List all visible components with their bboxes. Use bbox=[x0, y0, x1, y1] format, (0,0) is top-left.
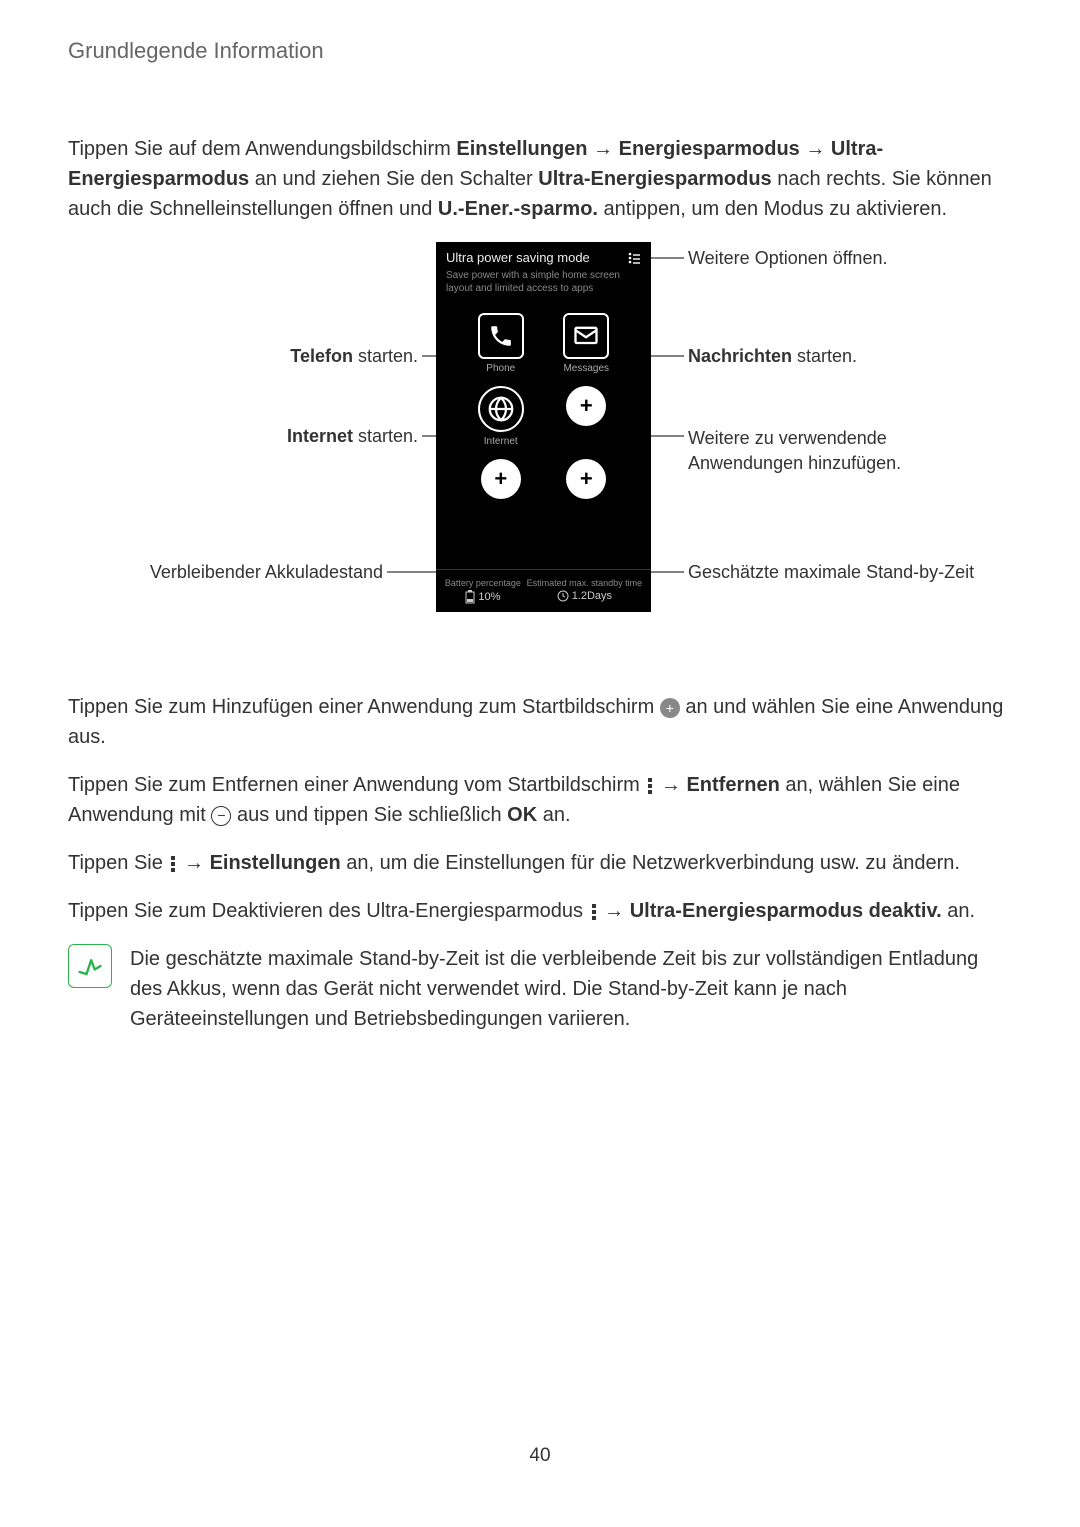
callout-add-apps: Weitere zu verwendende Anwendungen hinzu… bbox=[688, 426, 901, 476]
arrow: → bbox=[178, 852, 209, 874]
battery-percentage-label: Battery percentage bbox=[445, 578, 521, 588]
text: Tippen Sie zum Deaktivieren des Ultra-En… bbox=[68, 900, 589, 922]
kebab-icon bbox=[589, 903, 599, 921]
callout-add-apps-l2: Anwendungen hinzufügen. bbox=[688, 453, 901, 473]
minus-circle-icon: − bbox=[211, 806, 231, 826]
battery-percentage-block: Battery percentage 10% bbox=[445, 578, 521, 604]
phone-add-app-1[interactable]: + bbox=[550, 386, 624, 447]
text: an und ziehen Sie den Schalter bbox=[249, 168, 538, 190]
text: Tippen Sie zum Hinzufügen einer Anwendun… bbox=[68, 696, 660, 718]
phone-add-app-2[interactable]: + bbox=[464, 459, 538, 499]
callout-internet-rest: starten. bbox=[353, 426, 418, 446]
arrow: → bbox=[588, 138, 619, 160]
battery-icon bbox=[465, 590, 475, 604]
bold-einstellungen: Einstellungen bbox=[210, 852, 341, 874]
section-title: Grundlegende Information bbox=[68, 38, 1012, 64]
bold-ok: OK bbox=[507, 804, 537, 826]
plus-icon: + bbox=[566, 459, 606, 499]
standby-time-block: Estimated max. standby time 1.2Days bbox=[527, 578, 643, 604]
paragraph-add-app: Tippen Sie zum Hinzufügen einer Anwendun… bbox=[68, 692, 1012, 752]
text: an. bbox=[537, 804, 570, 826]
arrow: → bbox=[655, 774, 686, 796]
bold-ultra-energiesparmodus-2: Ultra-Energiesparmodus bbox=[538, 168, 771, 190]
note-block: Die geschätzte maximale Stand-by-Zeit is… bbox=[68, 944, 1012, 1034]
phone-subtitle: Save power with a simple home screen lay… bbox=[436, 269, 651, 303]
figure-ultra-power-saving: Telefon starten. Internet starten. Verbl… bbox=[68, 242, 1012, 662]
phone-app-messages[interactable]: Messages bbox=[550, 313, 624, 374]
text: an. bbox=[942, 900, 975, 922]
text: an, um die Einstellungen für die Netzwer… bbox=[341, 852, 960, 874]
globe-icon bbox=[478, 386, 524, 432]
arrow: → bbox=[800, 138, 831, 160]
bold-ultra-deaktiv: Ultra-Energiesparmodus deaktiv. bbox=[630, 900, 942, 922]
paragraph-remove-app: Tippen Sie zum Entfernen einer Anwendung… bbox=[68, 770, 1012, 830]
phone-titlebar: Ultra power saving mode bbox=[436, 242, 651, 269]
page-number: 40 bbox=[0, 1445, 1080, 1467]
phone-app-messages-label: Messages bbox=[563, 363, 609, 374]
phone-app-internet[interactable]: Internet bbox=[464, 386, 538, 447]
text: aus und tippen Sie schließlich bbox=[231, 804, 507, 826]
standby-time-value: 1.2Days bbox=[572, 590, 612, 602]
bold-energiesparmodus: Energiesparmodus bbox=[619, 138, 800, 160]
phone-app-phone[interactable]: Phone bbox=[464, 313, 538, 374]
bold-u-ener-sparmo: U.-Ener.-sparmo. bbox=[438, 198, 598, 220]
callout-est-standby: Geschätzte maximale Stand-by-Zeit bbox=[688, 562, 974, 583]
plus-icon: + bbox=[481, 459, 521, 499]
note-icon bbox=[68, 944, 112, 988]
callout-internet-bold: Internet bbox=[287, 426, 353, 446]
callout-telefon-bold: Telefon bbox=[290, 346, 353, 366]
callout-telefon-rest: starten. bbox=[353, 346, 418, 366]
clock-icon bbox=[557, 590, 569, 602]
messages-icon bbox=[563, 313, 609, 359]
paragraph-settings: Tippen Sie → Einstellungen an, um die Ei… bbox=[68, 848, 1012, 878]
text: antippen, um den Modus zu aktivieren. bbox=[598, 198, 947, 220]
callout-add-apps-l1: Weitere zu verwendende bbox=[688, 428, 887, 448]
battery-percentage-value: 10% bbox=[478, 591, 500, 603]
kebab-icon bbox=[168, 855, 178, 873]
text: Tippen Sie auf dem Anwendungsbildschirm bbox=[68, 138, 456, 160]
callout-more-options: Weitere Optionen öffnen. bbox=[688, 248, 887, 269]
phone-screenshot: Ultra power saving mode Save power with … bbox=[436, 242, 651, 612]
callout-nachrichten-rest: starten. bbox=[792, 346, 857, 366]
callout-battery-remaining: Verbleibender Akkuladestand bbox=[68, 562, 383, 583]
phone-icon-grid: Phone Messages Internet + bbox=[436, 303, 651, 509]
callout-telefon: Telefon starten. bbox=[68, 346, 418, 367]
text: Tippen Sie bbox=[68, 852, 168, 874]
phone-title: Ultra power saving mode bbox=[446, 250, 590, 265]
note-text: Die geschätzte maximale Stand-by-Zeit is… bbox=[130, 944, 1012, 1034]
callout-nachrichten-bold: Nachrichten bbox=[688, 346, 792, 366]
text: Tippen Sie zum Entfernen einer Anwendung… bbox=[68, 774, 645, 796]
phone-icon bbox=[478, 313, 524, 359]
phone-app-internet-label: Internet bbox=[484, 436, 518, 447]
kebab-icon bbox=[645, 777, 655, 795]
arrow: → bbox=[599, 900, 630, 922]
plus-circle-icon: + bbox=[660, 698, 680, 718]
more-options-icon[interactable] bbox=[627, 251, 641, 265]
callout-internet: Internet starten. bbox=[68, 426, 418, 447]
standby-time-label: Estimated max. standby time bbox=[527, 578, 643, 588]
bold-einstellungen: Einstellungen bbox=[456, 138, 587, 160]
phone-footer: Battery percentage 10% Estimated max. st… bbox=[436, 569, 651, 612]
phone-add-app-3[interactable]: + bbox=[550, 459, 624, 499]
plus-icon: + bbox=[566, 386, 606, 426]
paragraph-intro: Tippen Sie auf dem Anwendungsbildschirm … bbox=[68, 134, 1012, 224]
callout-nachrichten: Nachrichten starten. bbox=[688, 346, 857, 367]
phone-app-phone-label: Phone bbox=[486, 363, 515, 374]
paragraph-deactivate: Tippen Sie zum Deaktivieren des Ultra-En… bbox=[68, 896, 1012, 926]
bold-entfernen: Entfernen bbox=[686, 774, 779, 796]
